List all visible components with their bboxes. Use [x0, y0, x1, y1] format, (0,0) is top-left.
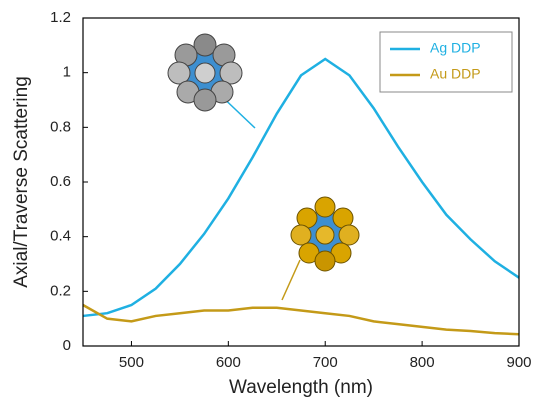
- legend-label: Au DDP: [430, 66, 481, 82]
- x-tick-label: 500: [119, 354, 144, 371]
- y-tick-label: 0.2: [50, 282, 71, 299]
- x-tick-label: 700: [313, 354, 338, 371]
- x-tick-label: 600: [216, 354, 241, 371]
- leader-line: [281, 259, 301, 301]
- plot-frame: [82, 17, 520, 347]
- legend-box: [379, 31, 513, 93]
- legend-label: Ag DDP: [430, 40, 481, 56]
- ag-particle: [167, 33, 243, 112]
- y-tick-label: 0.8: [50, 118, 71, 135]
- legend: Ag DDP Au DDP: [379, 31, 513, 93]
- au-particle: [290, 196, 360, 272]
- x-tick-label: 800: [410, 354, 435, 371]
- data-line: [82, 57, 520, 318]
- y-axis-title: Axial/Traverse Scattering: [11, 76, 32, 288]
- y-tick-label: 0.4: [50, 228, 71, 245]
- y-tick-label: 1: [63, 64, 71, 81]
- nanoparticle-icons: [167, 33, 360, 301]
- y-tick-label: 0.6: [50, 173, 71, 190]
- x-tick-label: 900: [506, 354, 531, 371]
- y-tick-label: 0: [63, 337, 71, 354]
- data-line: [82, 303, 520, 336]
- y-tick-label: 1.2: [50, 9, 71, 26]
- x-axis-title: Wavelength (nm): [229, 377, 373, 398]
